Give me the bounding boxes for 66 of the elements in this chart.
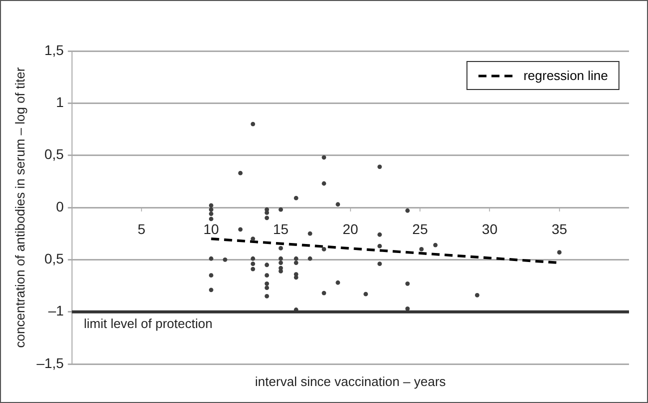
point [336,280,340,285]
y-tick-label: 1,5 [44,42,64,58]
point [278,260,283,265]
point [364,292,368,296]
x-tick-label: 5 [138,220,146,237]
y-tick-label: 0 [56,198,64,214]
point [322,290,326,296]
point [474,292,480,298]
point [322,181,326,186]
point [208,203,214,208]
point [377,262,382,266]
legend-label: regression line [523,68,608,83]
point [250,262,256,266]
point [264,273,270,278]
point [264,286,270,290]
y-tick-label: 1 [56,94,64,110]
x-tick-label: 10 [203,220,220,237]
point [208,216,214,222]
y-tick-label: 0,5 [44,146,64,162]
point [264,281,270,286]
y-tick-label: –1 [48,302,64,319]
point [405,281,410,286]
point [336,202,340,207]
point [377,244,382,248]
point [264,216,270,220]
y-tick-label: 0,5 [44,250,64,267]
point [308,231,312,236]
point [322,155,326,160]
point [222,257,228,262]
point [405,208,410,213]
point [250,122,256,126]
point [238,227,243,232]
point [308,256,312,261]
point [294,260,298,265]
point [250,256,256,261]
point [264,262,270,268]
point [208,288,214,292]
point [208,273,214,278]
point [405,306,410,311]
point [294,275,298,280]
x-axis-title: interval since vaccination – years [255,374,446,390]
point [433,242,438,248]
point [322,247,326,252]
point [250,236,256,241]
point [238,170,243,176]
point [377,232,382,237]
point [264,294,270,298]
x-tick-label: 15 [272,220,289,237]
point [294,196,298,200]
point [278,256,283,261]
x-tick-label: 35 [552,220,568,237]
point [264,210,270,215]
point [208,212,214,216]
x-tick-label: 20 [342,220,358,237]
x-tick-label: 25 [412,220,428,237]
y-axis-title: concentration of antibodies in serum – log of titer [12,66,28,348]
point [208,256,214,261]
point [294,256,298,261]
point [419,247,424,252]
point [557,250,562,255]
x-tick-label: 30 [482,220,498,237]
point [377,164,382,170]
point [278,246,283,250]
y-tick-label: –1,5 [36,354,64,371]
point [250,266,256,272]
ref-line-label: limit level of protection [84,316,212,331]
